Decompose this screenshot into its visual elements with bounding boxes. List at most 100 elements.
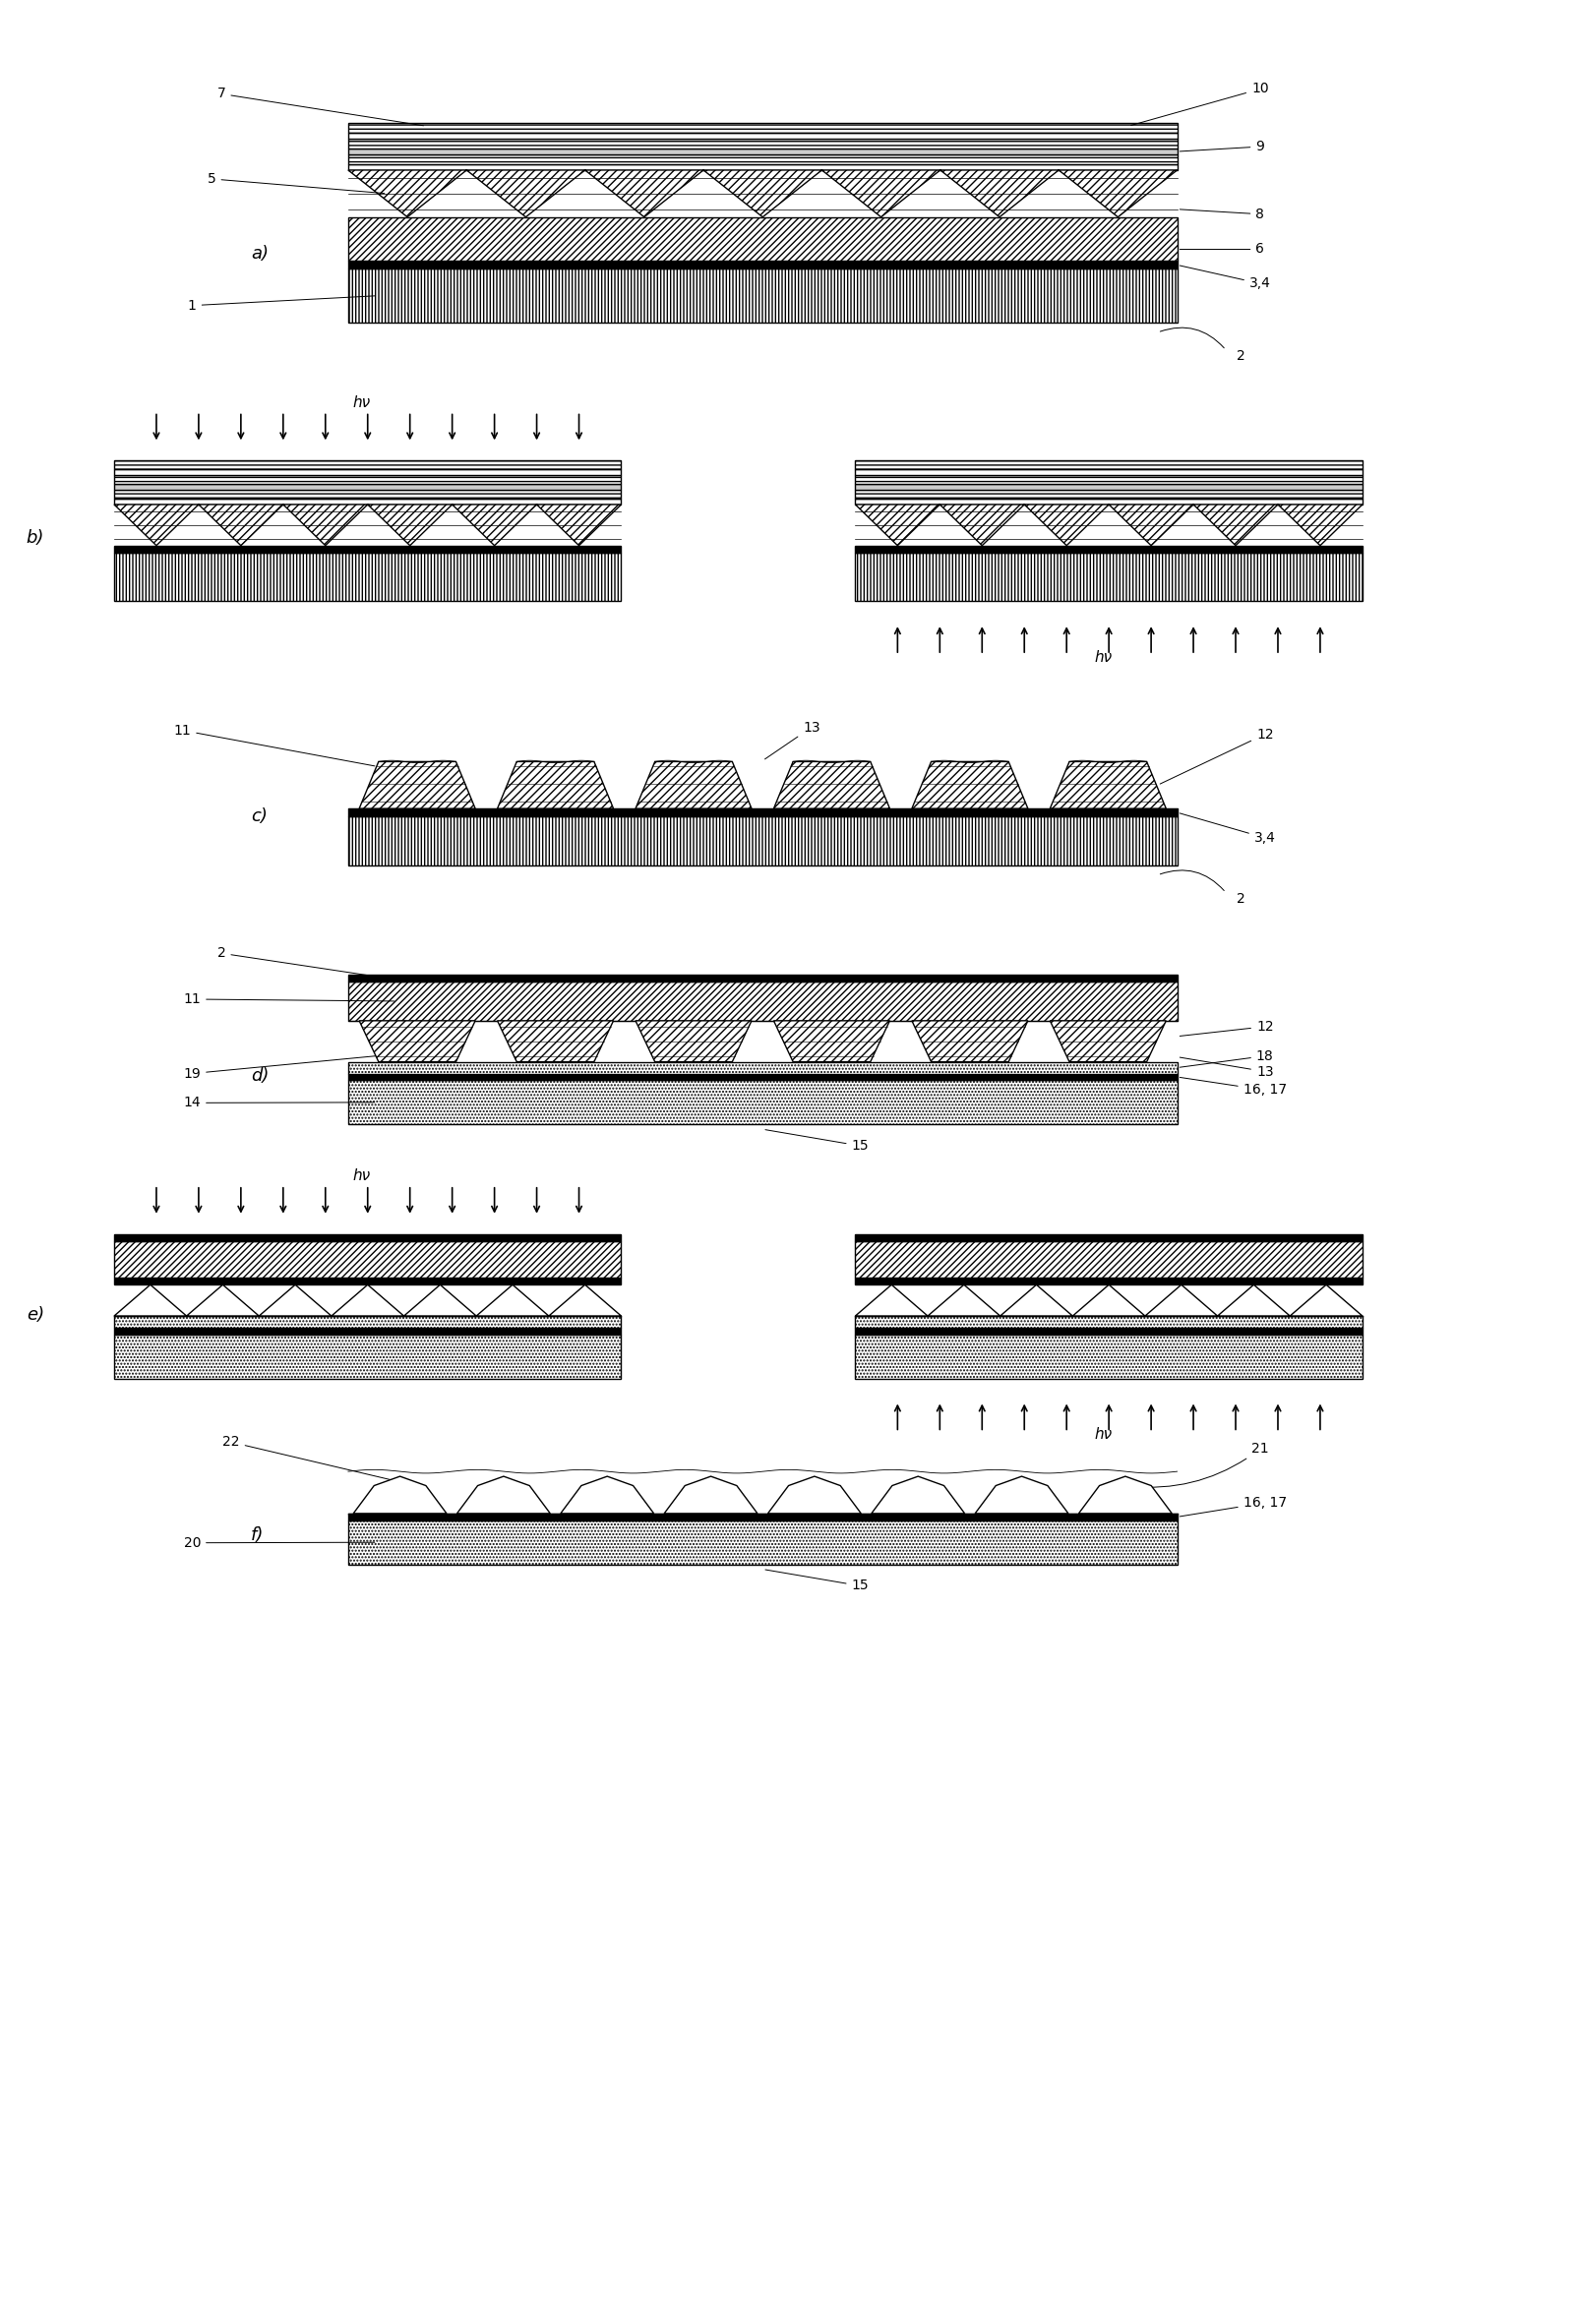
Bar [348, 816, 1177, 865]
Polygon shape [353, 1476, 446, 1513]
Polygon shape [457, 1476, 550, 1513]
Polygon shape [348, 170, 1177, 216]
Text: 14: 14 [183, 1097, 375, 1111]
Bar [856, 1234, 1362, 1241]
Text: 2: 2 [217, 946, 375, 976]
Bar [348, 1062, 1177, 1074]
Bar [113, 546, 621, 553]
Polygon shape [635, 1020, 752, 1062]
Text: a): a) [251, 246, 268, 263]
Polygon shape [561, 1476, 654, 1513]
Text: 11: 11 [183, 992, 394, 1006]
Text: 15: 15 [766, 1129, 868, 1153]
Bar [348, 132, 1177, 139]
Bar [113, 1334, 621, 1378]
Bar [856, 483, 1362, 490]
Text: 7: 7 [217, 86, 424, 125]
Bar [856, 1334, 1362, 1378]
Bar [113, 469, 621, 474]
Polygon shape [498, 762, 613, 809]
Bar [856, 500, 1362, 504]
Polygon shape [913, 1020, 1028, 1062]
Bar [348, 153, 1177, 165]
Text: 10: 10 [1132, 81, 1269, 125]
Bar [348, 270, 1177, 323]
Text: hν: hν [1094, 651, 1113, 665]
Bar [113, 500, 621, 504]
Text: 16, 17: 16, 17 [1180, 1078, 1286, 1097]
Bar [348, 1074, 1177, 1081]
Bar [113, 1234, 621, 1241]
Polygon shape [976, 1476, 1069, 1513]
Bar [856, 460, 1362, 469]
Bar [856, 1315, 1362, 1327]
Text: c): c) [251, 806, 268, 825]
Bar [348, 149, 1177, 153]
Polygon shape [498, 1020, 613, 1062]
Polygon shape [768, 1476, 860, 1513]
Polygon shape [1050, 1020, 1166, 1062]
Text: 21: 21 [1132, 1443, 1269, 1487]
Bar [856, 1278, 1362, 1285]
Text: 22: 22 [222, 1436, 394, 1480]
Bar [856, 474, 1362, 483]
Bar [113, 553, 621, 602]
Polygon shape [913, 762, 1028, 809]
Polygon shape [359, 1020, 476, 1062]
Text: 8: 8 [1180, 207, 1264, 221]
Bar [856, 1327, 1362, 1334]
Bar [113, 474, 621, 483]
Bar [856, 1241, 1362, 1278]
Bar [856, 553, 1362, 602]
Text: f): f) [251, 1527, 263, 1543]
Bar [113, 1315, 621, 1327]
Text: 2: 2 [1236, 349, 1245, 363]
Text: 18: 18 [1180, 1048, 1273, 1067]
Polygon shape [359, 762, 476, 809]
Text: 15: 15 [766, 1569, 868, 1592]
Bar [113, 1327, 621, 1334]
Text: hν: hν [353, 395, 370, 409]
Polygon shape [1050, 762, 1166, 809]
Bar [113, 490, 621, 500]
Text: 12: 12 [1180, 1020, 1273, 1037]
Text: 3,4: 3,4 [1180, 265, 1270, 290]
Polygon shape [872, 1476, 965, 1513]
Polygon shape [856, 1285, 1362, 1315]
Text: e): e) [27, 1306, 44, 1325]
Text: 12: 12 [1160, 727, 1273, 783]
Bar [348, 974, 1177, 981]
Bar [348, 1520, 1177, 1564]
Text: hν: hν [1094, 1427, 1113, 1443]
Bar [348, 165, 1177, 170]
Text: hν: hν [353, 1169, 370, 1183]
Text: b): b) [27, 530, 44, 546]
Text: 19: 19 [183, 1055, 394, 1081]
Bar [856, 546, 1362, 553]
Bar [348, 216, 1177, 260]
Bar [348, 809, 1177, 816]
Polygon shape [635, 762, 752, 809]
Bar [113, 1278, 621, 1285]
Bar [348, 260, 1177, 270]
Text: 13: 13 [764, 720, 820, 760]
Bar [348, 139, 1177, 149]
Bar [348, 981, 1177, 1020]
Bar [348, 1081, 1177, 1125]
Text: 5: 5 [208, 172, 385, 193]
Polygon shape [113, 1285, 621, 1315]
Polygon shape [774, 1020, 890, 1062]
Bar [856, 469, 1362, 474]
Polygon shape [113, 504, 621, 546]
Bar [856, 490, 1362, 500]
Polygon shape [856, 504, 1362, 546]
Text: 9: 9 [1180, 139, 1264, 153]
Text: 1: 1 [188, 295, 375, 311]
Bar [113, 483, 621, 490]
Bar [113, 460, 621, 469]
Bar [348, 1513, 1177, 1520]
Bar [113, 1241, 621, 1278]
Text: 6: 6 [1180, 242, 1264, 256]
Text: 20: 20 [183, 1536, 375, 1550]
Text: d): d) [251, 1067, 269, 1085]
